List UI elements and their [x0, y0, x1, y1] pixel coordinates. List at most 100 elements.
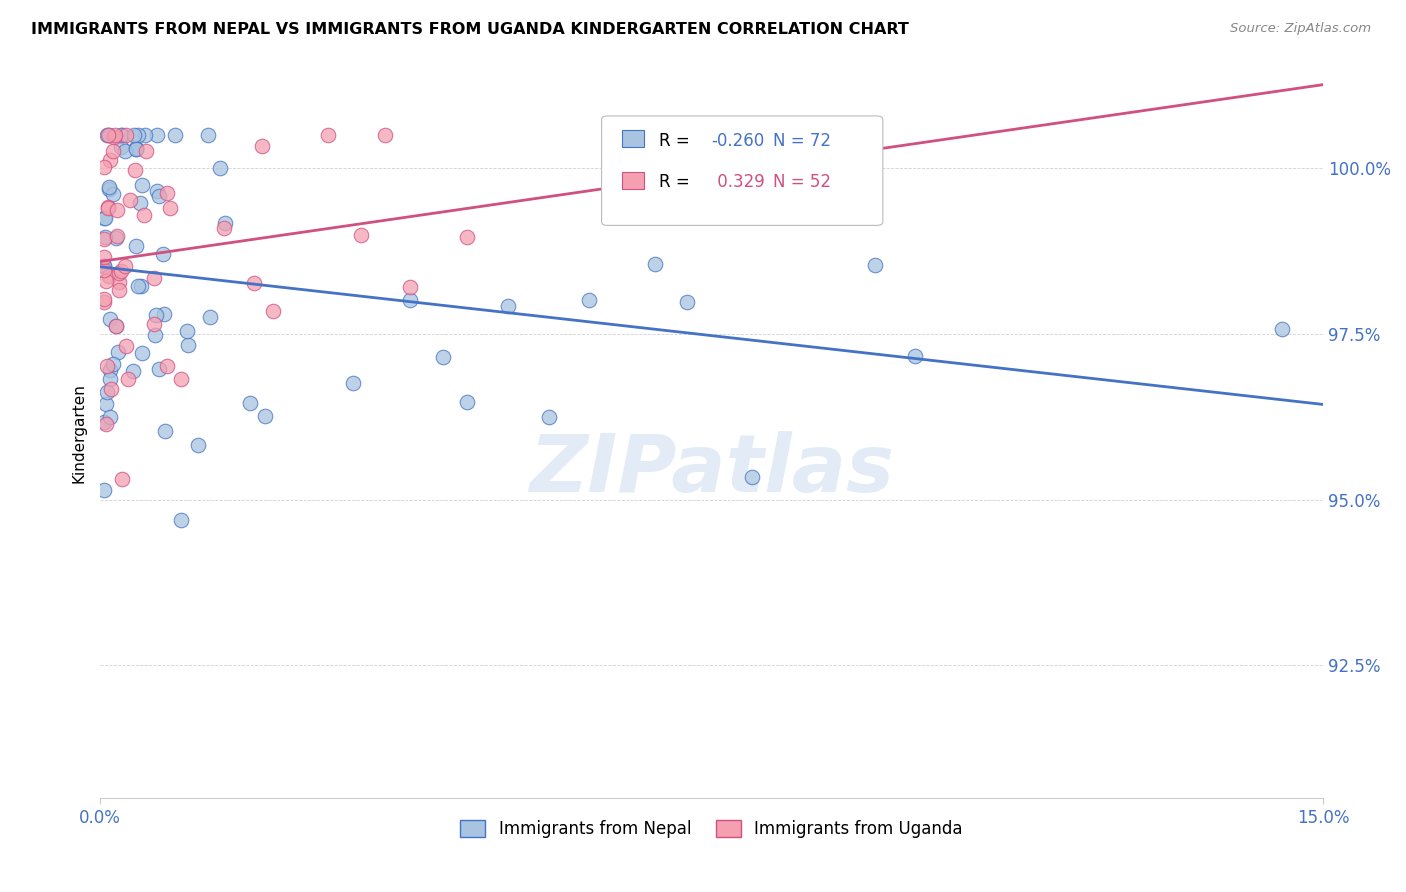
Point: [904, 349, 927, 363]
Point: [115, 339, 138, 353]
Point: [578, 293, 600, 308]
Point: [212, 221, 235, 235]
Text: ZIPatlas: ZIPatlas: [529, 431, 894, 508]
Point: [98, 363, 121, 377]
Point: [134, 128, 156, 142]
Point: [143, 328, 166, 343]
Point: [176, 324, 198, 338]
Point: [198, 310, 221, 325]
FancyBboxPatch shape: [602, 116, 883, 226]
Point: [456, 394, 478, 409]
Point: [153, 424, 176, 438]
Point: [98, 372, 121, 386]
Point: [104, 319, 127, 334]
Point: [214, 216, 236, 230]
Point: [208, 161, 231, 175]
Point: [165, 128, 187, 142]
Point: [108, 275, 131, 289]
Point: [93, 483, 115, 498]
Point: [124, 142, 146, 156]
Point: [122, 128, 145, 142]
FancyBboxPatch shape: [623, 130, 644, 147]
Point: [97, 128, 120, 142]
Point: [243, 276, 266, 290]
Point: [97, 200, 120, 214]
Point: [97, 128, 120, 142]
Point: [111, 472, 134, 486]
Point: [148, 189, 170, 203]
Text: N = 72: N = 72: [773, 132, 831, 150]
Point: [93, 260, 115, 274]
Point: [93, 232, 115, 246]
Point: [115, 128, 138, 142]
Point: [1271, 322, 1294, 336]
Point: [537, 409, 560, 424]
Point: [107, 344, 129, 359]
Point: [432, 350, 454, 364]
Point: [153, 307, 176, 321]
Point: [134, 209, 156, 223]
Text: N = 52: N = 52: [773, 173, 831, 192]
Point: [131, 345, 153, 359]
Point: [127, 128, 149, 142]
Text: 0.329: 0.329: [711, 173, 765, 192]
Text: R =: R =: [659, 173, 695, 192]
Point: [110, 128, 132, 142]
Point: [96, 417, 118, 431]
Point: [124, 162, 146, 177]
Point: [145, 185, 167, 199]
Point: [342, 376, 364, 390]
Point: [250, 139, 273, 153]
Point: [93, 250, 115, 264]
Point: [131, 178, 153, 192]
Point: [187, 438, 209, 452]
Point: [100, 382, 122, 396]
Text: R =: R =: [659, 132, 695, 150]
Point: [103, 130, 125, 145]
Point: [170, 513, 193, 527]
Point: [93, 292, 115, 306]
Point: [105, 319, 128, 334]
Point: [98, 409, 121, 424]
Point: [114, 145, 136, 159]
Point: [676, 294, 699, 309]
Point: [839, 128, 862, 142]
Point: [98, 153, 121, 168]
Point: [170, 371, 193, 385]
Point: [156, 186, 179, 200]
Point: [101, 357, 124, 371]
Point: [111, 128, 134, 142]
Point: [94, 211, 117, 225]
Point: [110, 263, 132, 277]
Point: [159, 201, 181, 215]
Point: [142, 317, 165, 331]
Y-axis label: Kindergarten: Kindergarten: [72, 384, 86, 483]
Point: [96, 128, 118, 142]
Point: [97, 179, 120, 194]
Point: [121, 364, 143, 378]
Point: [131, 279, 153, 293]
Point: [93, 160, 115, 174]
Point: [318, 128, 340, 142]
Text: IMMIGRANTS FROM NEPAL VS IMMIGRANTS FROM UGANDA KINDERGARTEN CORRELATION CHART: IMMIGRANTS FROM NEPAL VS IMMIGRANTS FROM…: [31, 22, 908, 37]
Point: [863, 258, 886, 272]
Point: [114, 260, 136, 274]
Point: [101, 144, 124, 158]
Point: [456, 230, 478, 244]
Point: [619, 200, 641, 214]
Point: [350, 228, 373, 243]
Point: [104, 128, 127, 142]
Point: [93, 294, 115, 309]
Point: [125, 142, 148, 156]
Point: [135, 144, 157, 158]
Point: [118, 193, 141, 207]
Point: [104, 231, 127, 245]
Point: [98, 181, 121, 195]
Point: [96, 274, 118, 288]
Point: [125, 141, 148, 155]
Point: [96, 359, 118, 373]
Text: Source: ZipAtlas.com: Source: ZipAtlas.com: [1230, 22, 1371, 36]
Point: [128, 196, 150, 211]
Point: [496, 299, 519, 313]
Point: [145, 308, 167, 322]
